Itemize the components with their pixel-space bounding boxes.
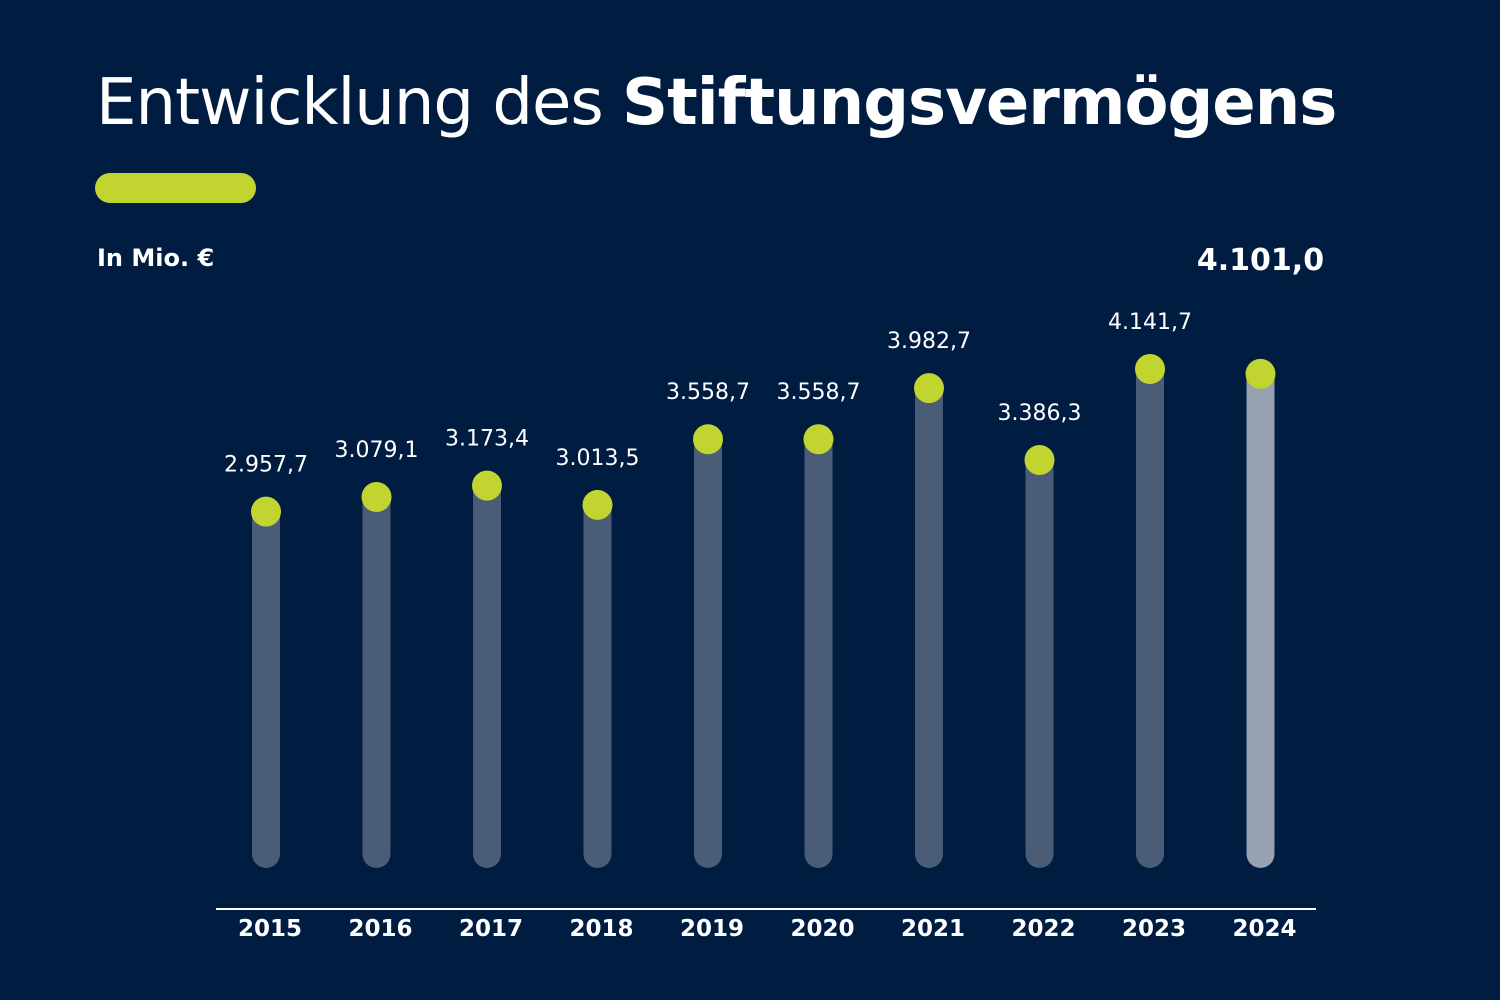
data-point-2023 xyxy=(1135,354,1165,384)
bar-2023 xyxy=(1136,369,1164,868)
value-label-2017: 3.173,4 xyxy=(445,427,529,452)
value-label-2021: 3.982,7 xyxy=(887,329,971,354)
x-tick-label-2020: 2020 xyxy=(790,916,854,942)
bar-2022 xyxy=(1025,460,1054,868)
data-point-2019 xyxy=(693,424,723,455)
bar-2020 xyxy=(804,439,833,868)
title-regular: Entwicklung des xyxy=(96,66,604,140)
x-tick-label-2023: 2023 xyxy=(1122,916,1186,942)
value-label-2018: 3.013,5 xyxy=(556,446,640,471)
bar-2017 xyxy=(473,485,501,868)
x-tick-label-2017: 2017 xyxy=(459,916,523,942)
x-tick-label-2024: 2024 xyxy=(1232,916,1296,942)
accent-bar xyxy=(95,173,256,203)
title-bold: Stiftungsvermögens xyxy=(622,66,1337,140)
page-title: Entwicklung des Stiftungsvermögens xyxy=(96,60,1337,146)
bar-2018 xyxy=(583,504,612,868)
data-point-2024 xyxy=(1245,358,1276,389)
x-tick-label-2015: 2015 xyxy=(238,916,302,942)
data-point-2020 xyxy=(803,424,834,455)
value-label-2020: 3.558,7 xyxy=(777,380,861,405)
x-tick-label-2022: 2022 xyxy=(1011,916,1075,942)
bar-2016 xyxy=(362,497,391,868)
data-point-2015 xyxy=(251,496,281,527)
value-label-2016: 3.079,1 xyxy=(335,438,419,463)
value-label-2024: 4.101,0 xyxy=(1197,243,1324,278)
bar-2024 xyxy=(1246,373,1275,868)
x-tick-label-2016: 2016 xyxy=(348,916,412,942)
x-tick-label-2018: 2018 xyxy=(569,916,633,942)
value-label-2015: 2.957,7 xyxy=(224,453,308,478)
bar-2021 xyxy=(915,388,943,868)
x-tick-label-2021: 2021 xyxy=(901,916,965,942)
bar-2015 xyxy=(252,511,280,868)
bar-2019 xyxy=(694,439,722,868)
value-label-2023: 4.141,7 xyxy=(1108,310,1192,335)
data-point-2018 xyxy=(582,489,613,520)
data-point-2021 xyxy=(914,373,944,404)
x-tick-label-2019: 2019 xyxy=(680,916,744,942)
value-label-2022: 3.386,3 xyxy=(998,401,1082,426)
value-label-2019: 3.558,7 xyxy=(666,380,750,405)
data-point-2017 xyxy=(472,470,502,501)
data-point-2022 xyxy=(1024,445,1055,476)
unit-label: In Mio. € xyxy=(97,244,215,272)
data-point-2016 xyxy=(361,482,392,513)
